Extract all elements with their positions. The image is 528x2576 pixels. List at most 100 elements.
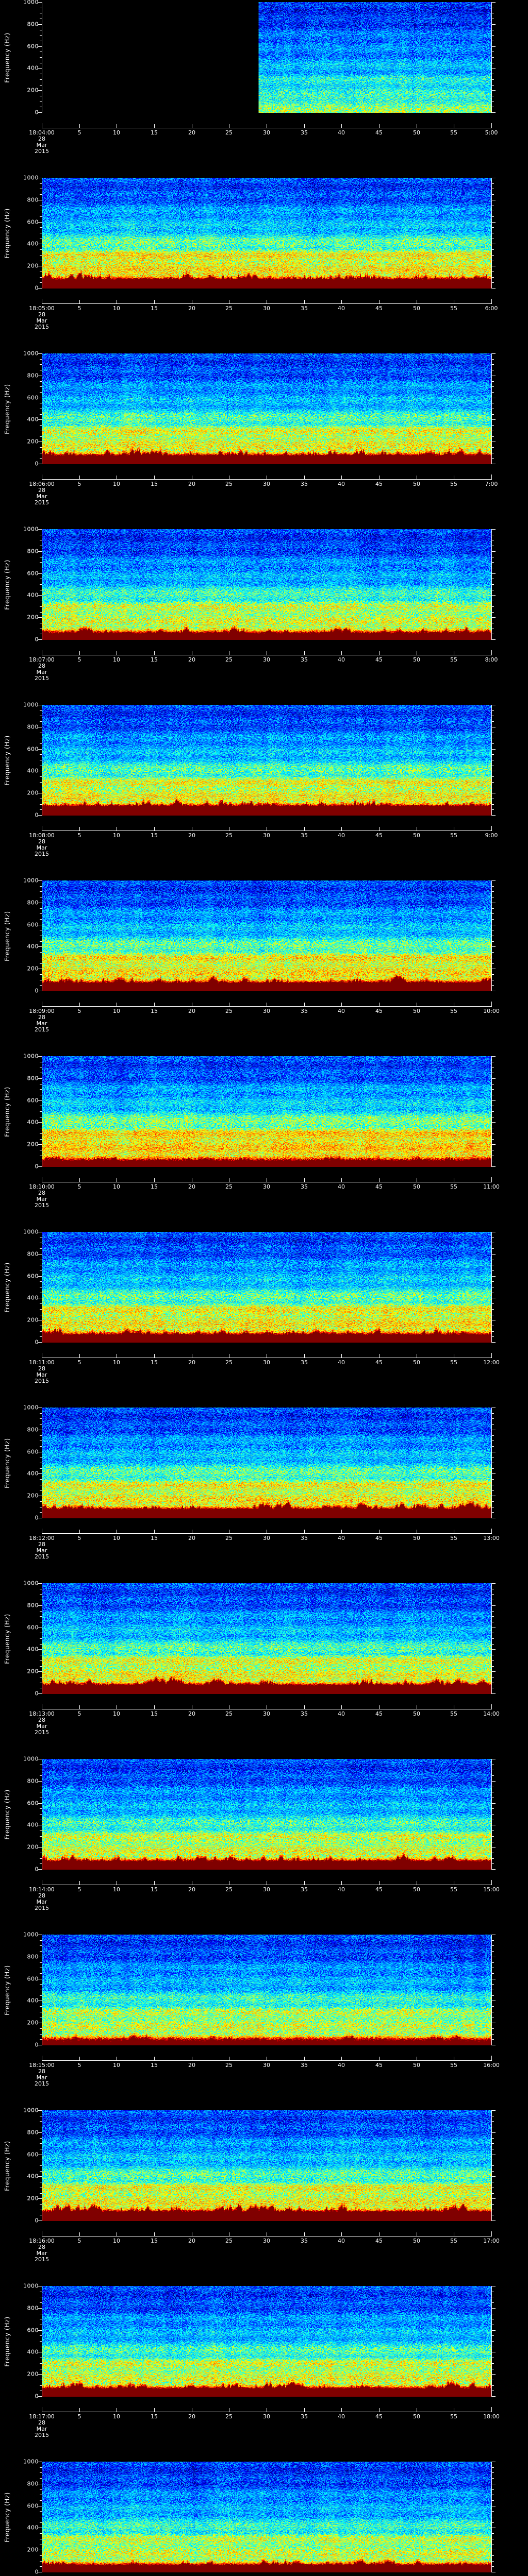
y-axis-tick-label: 400 [27, 240, 39, 247]
x-axis-tick-label: 45 [375, 305, 383, 312]
x-axis-day: 28 [38, 1717, 45, 1723]
x-axis-tick-label: 45 [375, 1183, 383, 1190]
y-axis-tick-label: 400 [27, 1294, 39, 1301]
y-axis-tick-minor [40, 2193, 42, 2194]
y-axis-tick-major-right [492, 1847, 496, 1848]
y-axis-tick-major [38, 1605, 42, 1606]
y-axis-tick-label: 800 [27, 196, 39, 204]
y-axis-tick-label: 800 [27, 1777, 39, 1785]
x-axis-tick [154, 1178, 155, 1182]
y-axis-tick-minor [40, 1248, 42, 1249]
y-axis-tick-minor [40, 35, 42, 36]
y-axis-tick-minor [40, 1984, 42, 1985]
y-axis-tick-minor-right [492, 1248, 494, 1249]
x-axis-tick-label: 55 [450, 1710, 457, 1717]
x-axis-tick-label: 30 [263, 1710, 270, 1717]
y-axis-tick-minor-right [492, 1775, 494, 1776]
x-axis-tick-label: 45 [375, 656, 383, 663]
y-axis-tick-minor-right [492, 277, 494, 278]
y-axis-tick-label: 200 [27, 262, 39, 269]
y-axis-tick-label: 800 [27, 1075, 39, 1082]
y-axis-tick-minor [40, 1638, 42, 1639]
y-axis-tick-label: 0 [35, 636, 39, 643]
spectrogram-panel: Frequency (Hz) 1000 800 600 400 200 0 5 10 15 20 25… [0, 0, 528, 157]
y-axis-tick-minor-right [492, 1594, 494, 1595]
x-axis-tick-label: 40 [338, 2238, 345, 2244]
x-axis-year: 2015 [35, 1202, 49, 1209]
y-axis-tick-label: 0 [35, 1690, 39, 1697]
y-axis-tick-minor [40, 1973, 42, 1974]
x-axis-start-datetime-label: 18:11:00 28 Mar 2015 [29, 1360, 54, 1384]
x-axis-month: Mar [36, 2074, 47, 2081]
y-axis-tick-minor-right [492, 941, 494, 942]
y-axis-tick-major-right [492, 1671, 496, 1672]
y-axis-tick-major [38, 1473, 42, 1474]
y-axis-tick-label: 1000 [23, 1755, 39, 1762]
x-axis-tick-label: 55 [450, 305, 457, 312]
x-axis-tick-label: 55 [450, 832, 457, 839]
x-axis-start-datetime-label: 18:06:00 28 Mar 2015 [29, 481, 54, 506]
x-axis-year: 2015 [35, 148, 49, 155]
x-axis-start-time: 18:14:00 [29, 1886, 55, 1893]
y-axis-tick-minor-right [492, 392, 494, 393]
x-axis-tick-label: 10 [113, 1710, 120, 1717]
y-axis-tick-major [38, 1254, 42, 1255]
x-axis-tick-label: 50 [413, 1886, 420, 1893]
spectrogram-panel: Frequency (Hz) 1000 800 600 400 200 0 5 10 15 20 25… [0, 2275, 528, 2441]
x-axis-tick-label: 55 [450, 1359, 457, 1366]
x-axis-year: 2015 [35, 499, 49, 506]
y-axis-tick-minor-right [492, 710, 494, 711]
y-axis-tick-major [38, 2308, 42, 2309]
y-axis-tick-minor [40, 425, 42, 426]
x-axis-tick-label: 30 [263, 1008, 270, 1014]
y-axis-tick-label: 200 [27, 2195, 39, 2202]
x-axis-tick-label: 20 [188, 2413, 195, 2420]
x-axis-day: 28 [38, 487, 45, 494]
x-axis-tick-label: 10 [113, 2413, 120, 2420]
y-axis-tick-major-right [492, 419, 496, 420]
x-axis-tick-label: 15 [151, 1710, 158, 1717]
y-axis-tick-minor [40, 606, 42, 607]
y-axis-tick-label: 800 [27, 1953, 39, 1960]
x-axis-tick-label: 5 [77, 481, 81, 487]
y-axis-tick-minor-right [492, 1418, 494, 1419]
x-axis-tick-label: 45 [375, 129, 383, 136]
x-axis-tick-label: 25 [225, 2062, 233, 2069]
y-axis-tick-minor-right [492, 2302, 494, 2303]
y-axis-tick-label: 1000 [23, 1228, 39, 1235]
x-axis-tick-label: 10 [113, 481, 120, 487]
y-axis-tick-minor [40, 1644, 42, 1645]
y-axis-tick-minor-right [492, 1962, 494, 1963]
x-axis-tick-label: 45 [375, 832, 383, 839]
y-axis-tick-minor-right [492, 985, 494, 986]
y-axis-tick-minor [40, 1435, 42, 1436]
x-axis-month: Mar [36, 1020, 47, 1027]
x-axis-year: 2015 [35, 1905, 49, 1911]
x-axis-tick-label: 45 [375, 1710, 383, 1717]
x-axis-end-time-label: 11:00 [483, 1183, 500, 1190]
y-axis-tick-major-right [492, 112, 496, 113]
x-axis-tick-label: 20 [188, 1886, 195, 1893]
x-axis-tick-label: 55 [450, 1886, 457, 1893]
spectrogram-panel: Frequency (Hz) 1000 800 600 400 200 0 5 10 15 20 25… [0, 693, 528, 859]
y-axis-tick-minor [40, 2566, 42, 2567]
y-axis-tick-label: 0 [35, 1163, 39, 1170]
x-axis-tick [154, 651, 155, 655]
x-axis-tick [379, 2408, 380, 2412]
y-axis-tick-minor [40, 1413, 42, 1414]
y-axis-spine-right [491, 1583, 496, 1694]
y-axis-tick-minor-right [492, 1139, 494, 1140]
x-axis-tick [341, 1354, 342, 1358]
y-axis-tick-minor [40, 458, 42, 459]
x-axis-start-datetime-label: 18:07:00 28 Mar 2015 [29, 657, 54, 682]
x-axis-tick-label: 50 [413, 481, 420, 487]
y-axis-tick-minor [40, 447, 42, 448]
y-axis-tick-minor-right [492, 1616, 494, 1617]
y-axis-tick-minor [40, 1336, 42, 1337]
x-axis-tick-label: 25 [225, 2238, 233, 2244]
x-axis-tick-label: 35 [301, 1183, 308, 1190]
y-axis-tick-minor [40, 1331, 42, 1332]
x-axis-tick-label: 55 [450, 129, 457, 136]
x-axis-tick-label: 45 [375, 1359, 383, 1366]
y-axis-tick-major-right [492, 1078, 496, 1079]
